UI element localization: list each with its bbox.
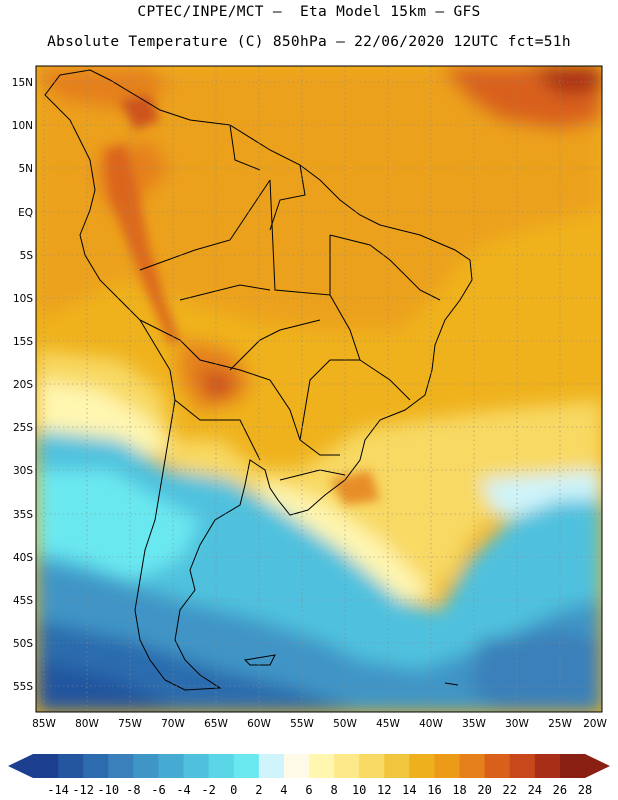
temperature-field (36, 66, 602, 712)
temperature-map: 15N 10N 5N EQ 5S 10S 15S 20S 25S 30S 35S… (12, 65, 607, 730)
lon-label: 75W (118, 718, 142, 730)
lat-label: 25S (13, 422, 33, 434)
lat-label: 10N (12, 120, 33, 132)
colorbar-swatch (534, 754, 561, 778)
colorbar-swatch (208, 754, 235, 778)
colorbar-label: 12 (377, 783, 391, 797)
lat-label: 15N (12, 77, 33, 89)
colorbar: -14 -12 -10 -8 -6 -4 -2 0 2 4 6 8 10 12 14 16 18 20 22 24 26… (8, 754, 610, 797)
colorbar-swatch (509, 754, 536, 778)
colorbar-swatch (434, 754, 461, 778)
colorbar-right-arrow (585, 754, 610, 778)
lat-label: 35S (13, 509, 33, 521)
longitude-labels: 85W 80W 75W 70W 65W 60W 55W 50W 45W 40W … (32, 718, 607, 730)
lon-label: 50W (333, 718, 357, 730)
lon-label: 20W (583, 718, 607, 730)
chart-title-line2: Absolute Temperature (C) 850hPa – 22/06/… (47, 34, 571, 50)
colorbar-label: -8 (126, 783, 140, 797)
colorbar-labels: -14 -12 -10 -8 -6 -4 -2 0 2 4 6 8 10 12 14 16 18 20 22 24 26… (47, 783, 592, 797)
lat-label: 30S (13, 465, 33, 477)
colorbar-swatch (58, 754, 84, 778)
colorbar-label: 22 (503, 783, 517, 797)
colorbar-swatch (108, 754, 134, 778)
colorbar-label: -14 (47, 783, 69, 797)
lon-label: 65W (204, 718, 228, 730)
lon-label: 30W (505, 718, 529, 730)
colorbar-label: 2 (255, 783, 262, 797)
colorbar-label: -10 (97, 783, 119, 797)
colorbar-left-arrow (8, 754, 33, 778)
lon-label: 35W (462, 718, 486, 730)
colorbar-swatch (409, 754, 435, 778)
colorbar-swatch (559, 754, 586, 778)
chart-title-line1: CPTEC/INPE/MCT – Eta Model 15km – GFS (137, 4, 481, 20)
colorbar-label: -2 (201, 783, 215, 797)
colorbar-label: -4 (176, 783, 190, 797)
lon-label: 55W (290, 718, 314, 730)
colorbar-label: 14 (402, 783, 416, 797)
colorbar-swatch (283, 754, 310, 778)
plot-frame (35, 65, 603, 713)
lat-label: EQ (18, 207, 33, 219)
colorbar-label: 18 (452, 783, 466, 797)
colorbar-swatches (33, 754, 586, 778)
colorbar-swatch (133, 754, 159, 778)
lat-label: 40S (13, 552, 33, 564)
colorbar-swatch (183, 754, 210, 778)
colorbar-label: 20 (477, 783, 491, 797)
lat-label: 5S (20, 250, 34, 262)
colorbar-label: 6 (305, 783, 312, 797)
lat-label: 10S (13, 293, 33, 305)
colorbar-swatch (309, 754, 335, 778)
colorbar-label: 10 (352, 783, 366, 797)
lon-label: 85W (32, 718, 56, 730)
lon-label: 60W (247, 718, 271, 730)
lat-label: 20S (13, 379, 33, 391)
colorbar-swatch (359, 754, 385, 778)
colorbar-swatch (459, 754, 486, 778)
colorbar-label: -6 (151, 783, 165, 797)
lon-label: 25W (548, 718, 572, 730)
colorbar-swatch (384, 754, 410, 778)
colorbar-label: 26 (553, 783, 567, 797)
colorbar-label: 8 (330, 783, 337, 797)
colorbar-swatch (158, 754, 185, 778)
latitude-labels: 15N 10N 5N EQ 5S 10S 15S 20S 25S 30S 35S… (12, 77, 34, 693)
lat-label: 15S (13, 336, 33, 348)
colorbar-swatch (484, 754, 511, 778)
lon-label: 45W (376, 718, 400, 730)
lon-label: 70W (161, 718, 185, 730)
colorbar-label: 24 (528, 783, 542, 797)
lon-label: 80W (75, 718, 99, 730)
lat-label: 5N (18, 163, 33, 175)
colorbar-swatch (33, 754, 59, 778)
colorbar-swatch (83, 754, 109, 778)
coastline (44, 69, 473, 691)
colorbar-swatch (258, 754, 285, 778)
colorbar-swatch (334, 754, 360, 778)
colorbar-label: 28 (578, 783, 592, 797)
lat-label: 50S (13, 638, 33, 650)
colorbar-label: -12 (72, 783, 94, 797)
colorbar-label: 16 (427, 783, 441, 797)
colorbar-swatch (233, 754, 260, 778)
lon-label: 40W (419, 718, 443, 730)
colorbar-label: 4 (280, 783, 287, 797)
lat-label: 45S (13, 595, 33, 607)
colorbar-label: 0 (230, 783, 237, 797)
lat-label: 55S (13, 681, 33, 693)
